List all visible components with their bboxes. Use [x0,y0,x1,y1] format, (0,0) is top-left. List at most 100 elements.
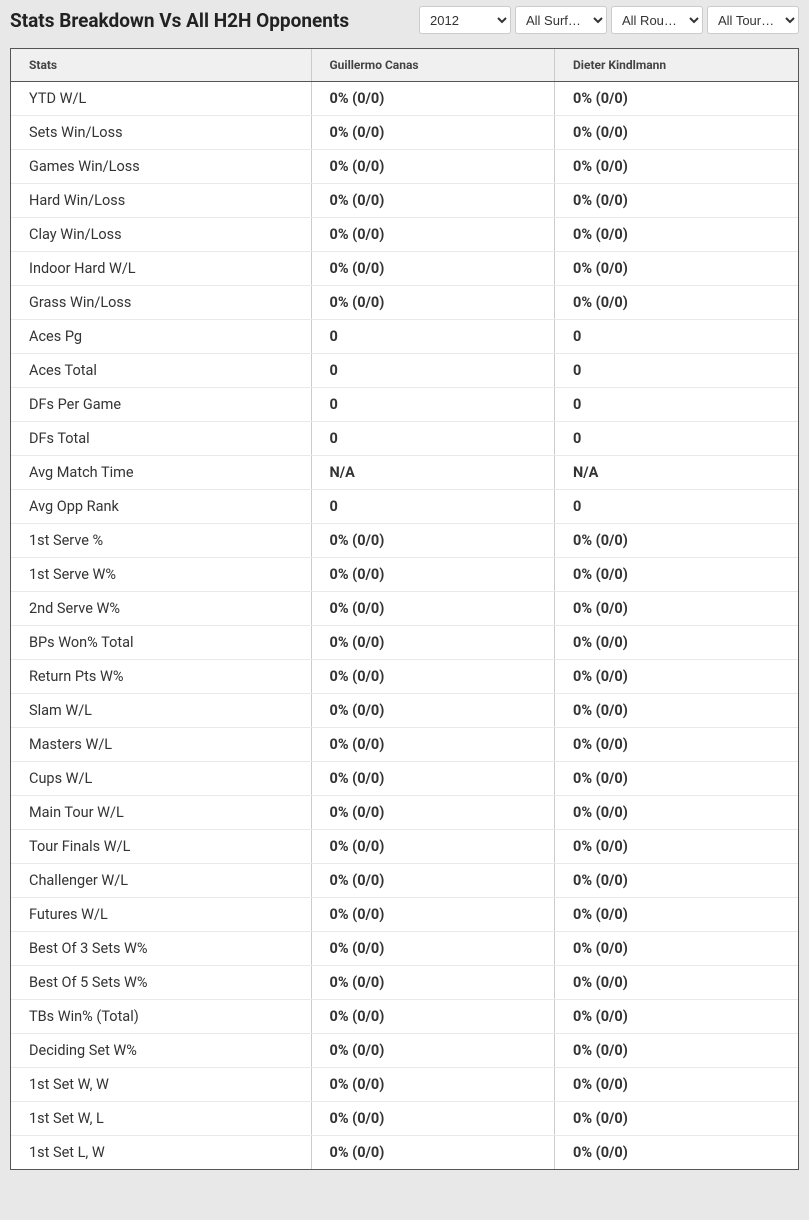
table-row: 1st Serve %0% (0/0)0% (0/0) [11,524,798,558]
table-row: Slam W/L0% (0/0)0% (0/0) [11,694,798,728]
column-header-player1: Guillermo Canas [311,49,555,82]
stat-value-player1: 0 [311,354,555,388]
stat-name: Best Of 5 Sets W% [11,966,311,1000]
stat-value-player2: 0% (0/0) [555,728,799,762]
stat-name: Aces Pg [11,320,311,354]
stat-name: Best Of 3 Sets W% [11,932,311,966]
stat-name: 2nd Serve W% [11,592,311,626]
stat-value-player2: 0% (0/0) [555,150,799,184]
stat-value-player2: 0% (0/0) [555,286,799,320]
table-row: Tour Finals W/L0% (0/0)0% (0/0) [11,830,798,864]
stat-value-player1: 0% (0/0) [311,218,555,252]
table-row: 2nd Serve W%0% (0/0)0% (0/0) [11,592,798,626]
stat-value-player2: 0% (0/0) [555,1000,799,1034]
filter-year-select[interactable]: 2012 [419,6,511,34]
stat-value-player1: 0% (0/0) [311,932,555,966]
stats-table: Stats Guillermo Canas Dieter Kindlmann Y… [11,49,798,1169]
stat-name: Avg Opp Rank [11,490,311,524]
stat-value-player1: 0% (0/0) [311,150,555,184]
stat-value-player2: 0% (0/0) [555,252,799,286]
table-row: Avg Opp Rank00 [11,490,798,524]
filters: 2012 All Surf… All Rou… All Tour… [419,6,799,34]
stat-value-player1: 0 [311,320,555,354]
table-row: Aces Pg00 [11,320,798,354]
stat-value-player2: 0% (0/0) [555,796,799,830]
stat-value-player1: 0% (0/0) [311,1136,555,1170]
table-row: 1st Set W, W0% (0/0)0% (0/0) [11,1068,798,1102]
stat-name: Main Tour W/L [11,796,311,830]
stat-value-player2: 0% (0/0) [555,626,799,660]
stat-value-player1: 0% (0/0) [311,864,555,898]
table-row: DFs Total00 [11,422,798,456]
stat-value-player1: 0 [311,388,555,422]
stat-value-player2: 0% (0/0) [555,184,799,218]
stat-value-player2: 0% (0/0) [555,1034,799,1068]
stat-value-player1: 0% (0/0) [311,966,555,1000]
stat-value-player2: 0% (0/0) [555,932,799,966]
stat-value-player1: 0% (0/0) [311,1000,555,1034]
stat-value-player2: 0% (0/0) [555,660,799,694]
stat-name: 1st Set L, W [11,1136,311,1170]
stat-value-player2: 0% (0/0) [555,898,799,932]
stat-value-player1: 0% (0/0) [311,524,555,558]
stat-value-player1: 0% (0/0) [311,694,555,728]
table-row: Sets Win/Loss0% (0/0)0% (0/0) [11,116,798,150]
page-title: Stats Breakdown Vs All H2H Opponents [10,9,349,32]
table-row: Grass Win/Loss0% (0/0)0% (0/0) [11,286,798,320]
filter-round-select[interactable]: All Rou… [611,6,703,34]
table-row: Best Of 5 Sets W%0% (0/0)0% (0/0) [11,966,798,1000]
stat-value-player2: N/A [555,456,799,490]
stat-name: Tour Finals W/L [11,830,311,864]
stat-value-player2: 0% (0/0) [555,558,799,592]
stat-value-player1: 0% (0/0) [311,1102,555,1136]
stat-name: Avg Match Time [11,456,311,490]
stat-name: 1st Set W, W [11,1068,311,1102]
table-row: YTD W/L0% (0/0)0% (0/0) [11,82,798,116]
stat-value-player2: 0% (0/0) [555,592,799,626]
table-row: 1st Serve W%0% (0/0)0% (0/0) [11,558,798,592]
filter-tournament-select[interactable]: All Tour… [707,6,799,34]
stat-value-player2: 0% (0/0) [555,1102,799,1136]
stat-value-player1: 0 [311,490,555,524]
table-row: Games Win/Loss0% (0/0)0% (0/0) [11,150,798,184]
stat-name: Slam W/L [11,694,311,728]
stat-name: Deciding Set W% [11,1034,311,1068]
stat-name: Masters W/L [11,728,311,762]
stat-value-player1: 0% (0/0) [311,286,555,320]
stat-name: TBs Win% (Total) [11,1000,311,1034]
stat-name: Clay Win/Loss [11,218,311,252]
stat-value-player1: 0% (0/0) [311,626,555,660]
table-row: Best Of 3 Sets W%0% (0/0)0% (0/0) [11,932,798,966]
column-header-player2: Dieter Kindlmann [555,49,799,82]
table-row: Hard Win/Loss0% (0/0)0% (0/0) [11,184,798,218]
stats-table-wrapper: Stats Guillermo Canas Dieter Kindlmann Y… [10,48,799,1170]
table-row: Deciding Set W%0% (0/0)0% (0/0) [11,1034,798,1068]
stat-value-player2: 0 [555,354,799,388]
stat-value-player2: 0% (0/0) [555,966,799,1000]
stats-tbody: YTD W/L0% (0/0)0% (0/0)Sets Win/Loss0% (… [11,82,798,1170]
stat-value-player2: 0% (0/0) [555,762,799,796]
filter-surface-select[interactable]: All Surf… [515,6,607,34]
stat-value-player1: 0% (0/0) [311,1068,555,1102]
table-row: Return Pts W%0% (0/0)0% (0/0) [11,660,798,694]
stat-value-player1: 0% (0/0) [311,558,555,592]
stat-name: DFs Per Game [11,388,311,422]
stat-name: 1st Serve W% [11,558,311,592]
stat-value-player1: 0% (0/0) [311,252,555,286]
stat-value-player2: 0% (0/0) [555,116,799,150]
table-row: Aces Total00 [11,354,798,388]
stat-value-player1: 0% (0/0) [311,728,555,762]
table-row: 1st Set L, W0% (0/0)0% (0/0) [11,1136,798,1170]
stat-value-player2: 0% (0/0) [555,218,799,252]
stat-value-player1: 0% (0/0) [311,660,555,694]
stat-value-player2: 0 [555,388,799,422]
table-row: Masters W/L0% (0/0)0% (0/0) [11,728,798,762]
stat-name: Sets Win/Loss [11,116,311,150]
table-row: Challenger W/L0% (0/0)0% (0/0) [11,864,798,898]
stat-value-player2: 0% (0/0) [555,864,799,898]
stat-value-player1: 0% (0/0) [311,830,555,864]
stat-name: Return Pts W% [11,660,311,694]
stat-value-player2: 0 [555,490,799,524]
table-row: Clay Win/Loss0% (0/0)0% (0/0) [11,218,798,252]
stat-name: 1st Set W, L [11,1102,311,1136]
